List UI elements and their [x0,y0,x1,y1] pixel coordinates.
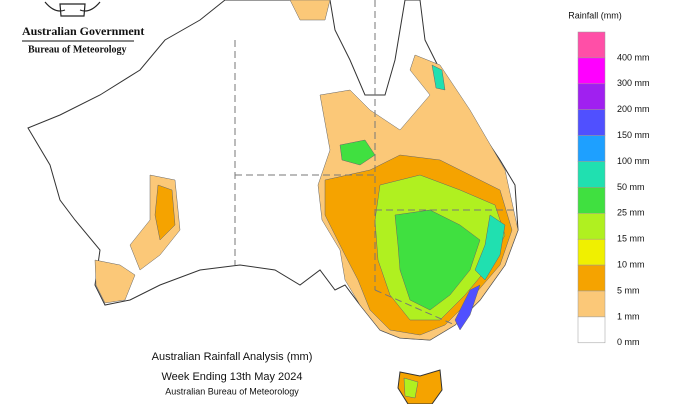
legend-swatch [577,83,606,110]
legend-label: 300 mm [617,78,650,88]
legend-label: 15 mm [617,234,645,244]
legend-swatch [577,135,606,162]
legend: 400 mm 300 mm 200 mm 150 mm 100 mm 50 mm 25 mm… [577,31,650,347]
legend-label: 50 mm [617,182,645,192]
legend-label: 100 mm [617,156,650,166]
legend-swatch [577,57,606,85]
legend-label: 0 mm [617,337,640,347]
legend-swatch [577,238,606,266]
legend-swatch [577,109,606,136]
government-name: Australian Government [22,24,144,38]
legend-swatch [577,290,606,318]
legend-label: 400 mm [617,52,650,62]
legend-label: 200 mm [617,104,650,114]
legend-swatch [577,31,606,59]
legend-label: 1 mm [617,311,640,321]
legend-swatch [577,187,606,214]
agency-name: Bureau of Meteorology [28,44,127,55]
legend-swatch [577,264,606,292]
legend-swatch [577,316,606,344]
legend-label: 5 mm [617,285,640,295]
legend-label: 150 mm [617,130,650,140]
government-crest [44,1,101,17]
tasmania-rain [403,377,419,399]
legend-title: Rainfall (mm) [568,10,622,20]
rainfall-areas [94,0,519,341]
map-source: Australian Bureau of Meteorology [165,386,299,396]
legend-label: 10 mm [617,259,645,269]
legend-swatch [577,213,606,240]
legend-swatch [577,161,606,188]
map-period: Week Ending 13th May 2024 [161,371,302,383]
state-borders [234,0,515,326]
legend-label: 25 mm [617,208,645,218]
map-title: Australian Rainfall Analysis (mm) [152,351,313,363]
